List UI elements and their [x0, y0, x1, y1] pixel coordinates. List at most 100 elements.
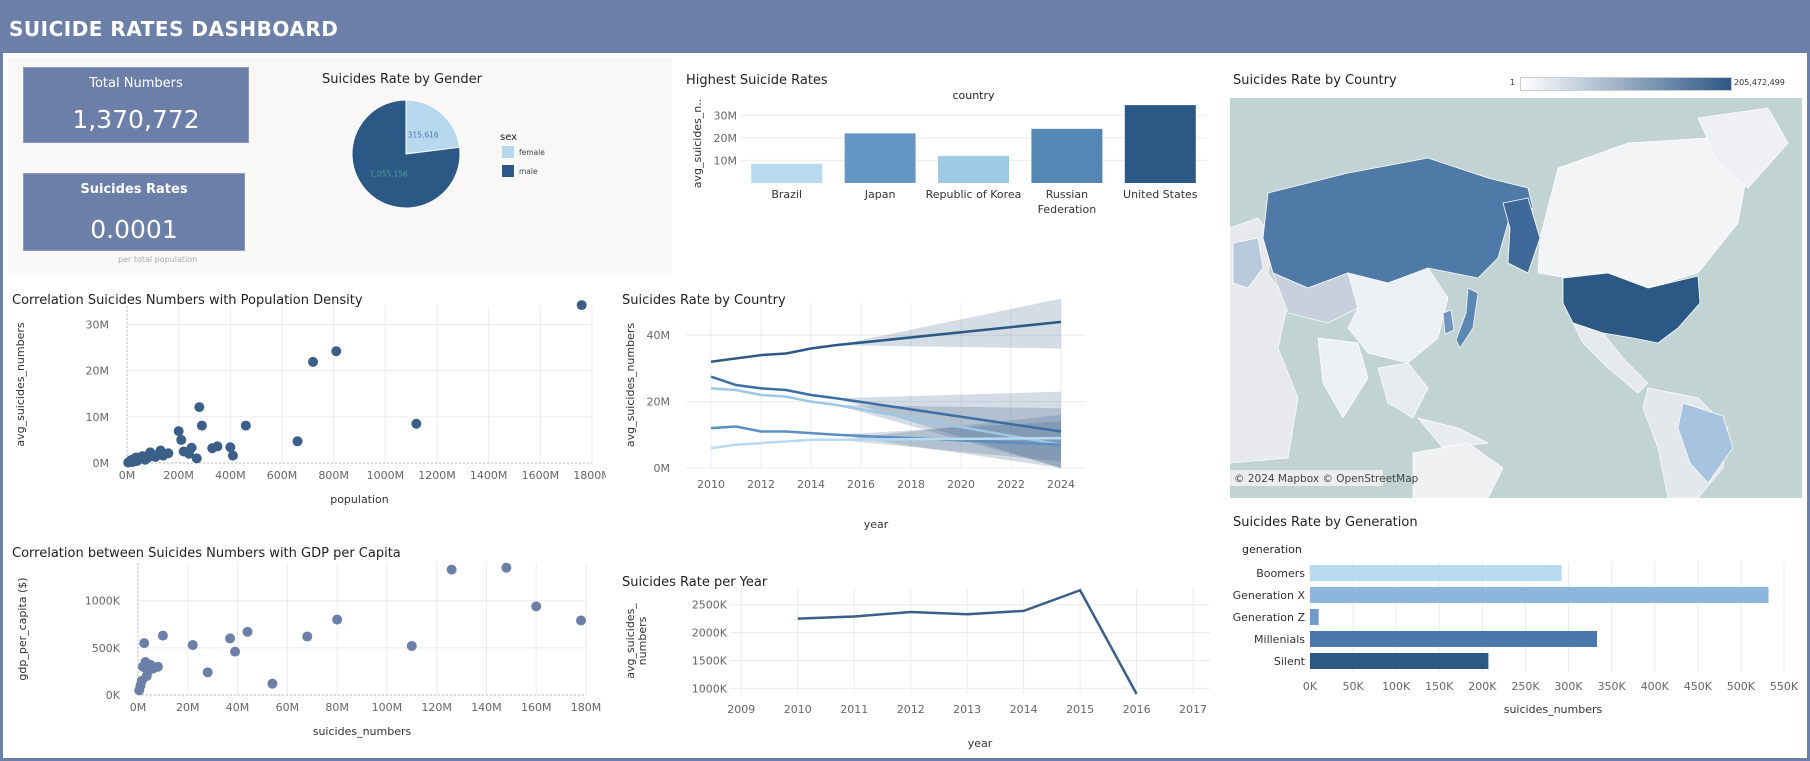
legend-title: sex: [500, 132, 517, 143]
x-tick-label: United States: [1123, 188, 1198, 201]
scatter-point: [225, 633, 236, 644]
x-tick-label: 200K: [1468, 680, 1497, 693]
scatter-point: [331, 346, 342, 357]
category-label: Boomers: [1256, 567, 1305, 580]
category-label: Generation X: [1233, 589, 1306, 602]
map-attribution: © 2024 Mapbox © OpenStreetMap: [1234, 473, 1419, 485]
scatter-point: [225, 442, 236, 453]
gdp-scatter-title: Correlation between Suicides Numbers wit…: [12, 546, 401, 561]
y-axis-label: avg_suicides_n..: [691, 99, 704, 189]
y-tick-label: 500K: [92, 642, 121, 655]
scatter-point: [191, 453, 202, 464]
bar-russian-federation: [1031, 128, 1103, 183]
y-axis-label: gdp_per_capita ($): [16, 577, 29, 680]
scatter-point: [576, 300, 587, 311]
x-tick-label: 550K: [1770, 680, 1799, 693]
scatter-point: [139, 638, 150, 649]
x-tick-label: 1400M: [470, 469, 508, 482]
total-numbers-card: Total Numbers 1,370,772: [23, 67, 249, 143]
scatter-point: [411, 418, 422, 429]
scatter-point: [308, 356, 318, 367]
trend-line: [710, 375, 1062, 433]
x-tick-label: Federation: [1038, 203, 1097, 216]
y-tick-label: 0M: [654, 462, 671, 475]
scatter-point: [152, 661, 163, 672]
map-legend-max: 205,472,499: [1734, 78, 1785, 87]
bar-brazil: [751, 163, 823, 183]
pie-label-male: 1,055,156: [370, 169, 408, 178]
x-tick-label: 2013: [953, 703, 981, 716]
y-axis-label: avg_suicides_: [624, 603, 637, 679]
generation-bar-chart: generation 0K 50K 100K 150K 200K 250K 300K 350K 4…: [1233, 543, 1799, 716]
x-tick-label: Brazil: [771, 188, 802, 201]
map-color-legend: [1520, 77, 1732, 91]
x-tick-label: 2018: [897, 478, 925, 491]
y-tick-label: 1500K: [692, 655, 728, 668]
x-tick-label: 2016: [1123, 703, 1151, 716]
scatter-point: [531, 601, 542, 612]
x-tick-label: 2020: [947, 478, 975, 491]
y-tick-label: 20M: [714, 132, 738, 145]
per-year-line-chart: 2009 2010 2011 2012 2013 2014 2015 2016 2017 1000…: [624, 588, 1210, 750]
scatter-point: [332, 614, 343, 625]
suicides-rates-label: Suicides Rates: [80, 182, 188, 197]
y-tick-label: 20M: [647, 396, 671, 409]
legend-label-female: female: [519, 148, 545, 157]
forecast-band: [836, 298, 1061, 349]
scatter-point: [157, 630, 168, 641]
gdp-scatter-chart: 0M 20M 40M 60M 80M 100M 120M 140M 160M 180M 0K 500K…: [16, 562, 601, 738]
x-tick-label: 500K: [1727, 680, 1756, 693]
x-tick-label: 1800M: [573, 469, 606, 482]
world-map[interactable]: © 2024 Mapbox © OpenStreetMap: [1228, 98, 1803, 498]
y-tick-label: 0K: [106, 689, 121, 702]
scatter-point: [163, 448, 174, 459]
gender-panel: Suicides Rate by Gender 315,616 1,055,156…: [312, 58, 672, 273]
x-axis-label: suicides_numbers: [313, 725, 412, 738]
y-tick-label: 40M: [647, 329, 671, 342]
bar-republic-of-korea: [938, 155, 1009, 183]
kpi-panel: Total Numbers 1,370,772 Suicides Rates 0…: [8, 58, 312, 273]
generation-panel: Suicides Rate by Generation generation 0K…: [1228, 508, 1803, 755]
x-tick-label: 2015: [1066, 703, 1094, 716]
category-label: Silent: [1274, 655, 1306, 668]
scatter-point: [240, 420, 251, 431]
dashboard-title: SUICIDE RATES DASHBOARD: [9, 17, 339, 41]
scatter-point: [176, 434, 187, 445]
y-tick-label: 10M: [714, 154, 738, 167]
x-tick-label: 2012: [747, 478, 775, 491]
generation-title: Suicides Rate by Generation: [1233, 515, 1418, 530]
scatter-point: [187, 640, 198, 651]
suicides-rates-card: Suicides Rates 0.0001: [23, 173, 245, 251]
y-tick-label: 20M: [86, 365, 110, 378]
x-tick-label: 60M: [276, 701, 300, 714]
x-tick-label: 400K: [1641, 680, 1670, 693]
highest-title: Highest Suicide Rates: [686, 73, 828, 88]
x-axis-label: suicides_numbers: [1504, 703, 1603, 716]
population-scatter-panel: Correlation Suicides Numbers with Popula…: [6, 284, 606, 527]
x-tick-label: 2011: [840, 703, 868, 716]
x-tick-label: 0M: [119, 469, 136, 482]
x-tick-label: 2010: [697, 478, 725, 491]
y-tick-label: 1000K: [85, 595, 121, 608]
scatter-point: [230, 646, 241, 657]
bar-japan: [844, 133, 916, 183]
bar-millenials: [1310, 631, 1597, 647]
trend-title: Suicides Rate by Country: [622, 293, 786, 308]
trend-panel: Suicides Rate by Country 2010 2012 2014 201…: [618, 284, 1220, 556]
scatter-point: [292, 436, 303, 447]
x-tick-label: 1000M: [367, 469, 405, 482]
x-tick-label: 80M: [325, 701, 349, 714]
total-numbers-value: 1,370,772: [72, 105, 200, 134]
x-tick-label: 250K: [1511, 680, 1540, 693]
rate-note: per total population: [118, 255, 198, 264]
map-panel: Suicides Rate by Country 1 205,472,499: [1228, 58, 1803, 498]
category-label: Millenials: [1254, 633, 1305, 646]
x-tick-label: 2010: [784, 703, 812, 716]
trend-line: [710, 387, 1062, 446]
scatter-point: [194, 402, 205, 413]
gender-title: Suicides Rate by Gender: [322, 72, 482, 87]
bar-generation-x: [1310, 587, 1769, 603]
x-tick-label: 40M: [226, 701, 250, 714]
x-tick-label: 150K: [1425, 680, 1454, 693]
